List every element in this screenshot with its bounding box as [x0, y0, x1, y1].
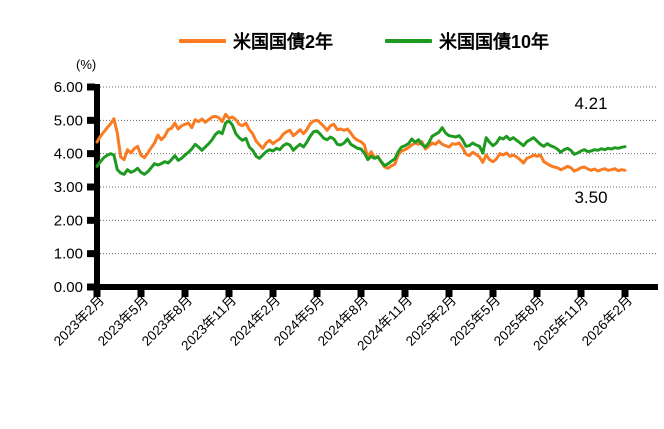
y-axis-unit-label: (%) — [76, 57, 97, 72]
end-value-annotation-10y: 4.21 — [574, 94, 608, 113]
y-tick-mark — [87, 250, 95, 258]
y-tick-label: 6.00 — [54, 79, 83, 96]
x-tick-mark — [489, 290, 497, 297]
x-tick-mark — [269, 290, 277, 297]
y-tick-label: 3.00 — [54, 179, 83, 196]
y-tick-mark — [87, 216, 95, 224]
x-tick-mark — [577, 290, 585, 297]
y-tick-mark — [87, 150, 95, 158]
y-tick-mark — [87, 116, 95, 124]
y-tick-mark — [87, 283, 95, 291]
x-tick-mark — [357, 290, 365, 297]
x-tick-mark — [401, 290, 409, 297]
legend-line-swatch-10y — [384, 39, 432, 43]
legend-label-2y: 米国国債2年 — [232, 32, 333, 52]
x-tick-mark — [621, 290, 629, 297]
x-tick-mark — [225, 290, 233, 297]
x-tick-mark — [93, 290, 101, 297]
x-tick-mark — [445, 290, 453, 297]
series-line-2y — [95, 112, 627, 173]
y-tick-label: 5.00 — [54, 112, 83, 129]
legend-label-10y: 米国国債10年 — [438, 32, 550, 52]
legend-line-swatch-2y — [178, 39, 226, 43]
x-tick-mark — [533, 290, 541, 297]
legend-item-2y: 米国国債2年 — [178, 28, 333, 54]
end-value-annotation-2y: 3.50 — [574, 188, 608, 207]
y-tick-label: 0.00 — [54, 279, 83, 296]
y-tick-label: 2.00 — [54, 212, 83, 229]
legend-item-10y: 米国国債10年 — [384, 28, 550, 54]
y-tick-mark — [87, 83, 95, 91]
y-tick-label: 1.00 — [54, 246, 83, 263]
series-line-10y — [95, 119, 627, 176]
legend: 米国国債2年 米国国債10年 — [32, 28, 664, 54]
x-tick-mark — [181, 290, 189, 297]
y-tick-mark — [87, 183, 95, 191]
y-axis-line — [94, 84, 100, 290]
x-tick-mark — [137, 290, 145, 297]
x-tick-mark — [313, 290, 321, 297]
x-axis-line — [94, 284, 658, 290]
y-tick-label: 4.00 — [54, 146, 83, 163]
